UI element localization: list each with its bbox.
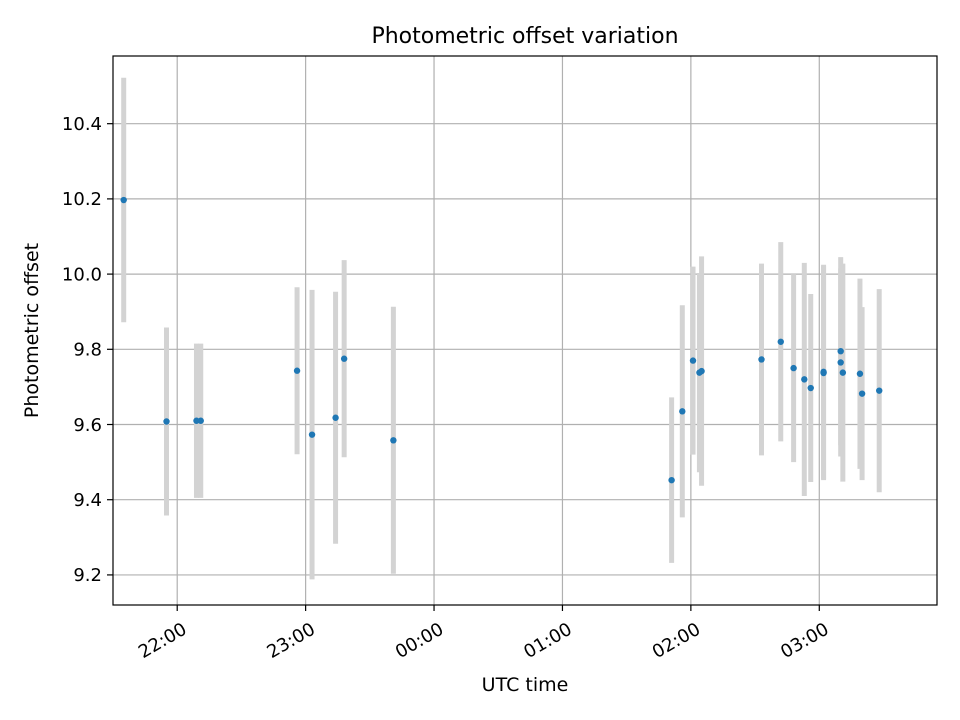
y-tick-label: 9.2	[73, 565, 102, 586]
x-tick-label: 03:00	[777, 619, 832, 663]
x-tick-label: 02:00	[649, 619, 704, 663]
data-point	[837, 347, 844, 355]
axis-ticks: 22:00 23:00 00:00 01:00 02:00 03:00 9.2 9.4 9.6 9…	[62, 114, 833, 663]
x-tick-label: 22:00	[135, 619, 190, 663]
data-point	[839, 369, 847, 376]
y-tick-label: 10.2	[62, 189, 102, 210]
data-point	[390, 437, 397, 444]
data-point	[120, 196, 127, 204]
x-tick-label: 01:00	[520, 619, 575, 663]
x-axis-label: UTC time	[482, 674, 569, 696]
data-point	[332, 414, 339, 421]
data-point	[340, 355, 348, 362]
data-point	[876, 387, 883, 394]
data-point	[758, 356, 765, 363]
data-point	[790, 364, 797, 372]
y-tick-label: 9.4	[73, 490, 102, 511]
data-point	[820, 369, 827, 377]
chart-title: Photometric offset variation	[371, 24, 678, 49]
y-tick-label: 9.6	[73, 415, 102, 436]
data-point	[858, 390, 866, 397]
data-point	[698, 367, 705, 375]
data-point	[801, 376, 808, 383]
y-tick-label: 9.8	[73, 340, 102, 361]
grid	[113, 56, 937, 605]
data-point	[197, 417, 204, 424]
data-point	[856, 370, 864, 377]
y-tick-label: 10.4	[62, 114, 102, 135]
data-point	[163, 418, 170, 425]
data-points	[120, 196, 883, 484]
x-tick-label: 23:00	[263, 619, 318, 663]
data-point	[293, 367, 301, 374]
data-point	[679, 408, 686, 415]
data-point	[668, 476, 675, 484]
data-point	[308, 431, 316, 438]
plot-frame	[112, 55, 938, 606]
data-point	[777, 338, 784, 345]
x-tick-label: 00:00	[392, 619, 447, 663]
y-axis-label: Photometric offset	[21, 243, 43, 418]
y-tick-label: 10.0	[62, 264, 102, 285]
data-point	[837, 359, 844, 366]
error-bars	[121, 77, 882, 580]
data-point	[807, 384, 814, 392]
data-point	[689, 357, 697, 364]
